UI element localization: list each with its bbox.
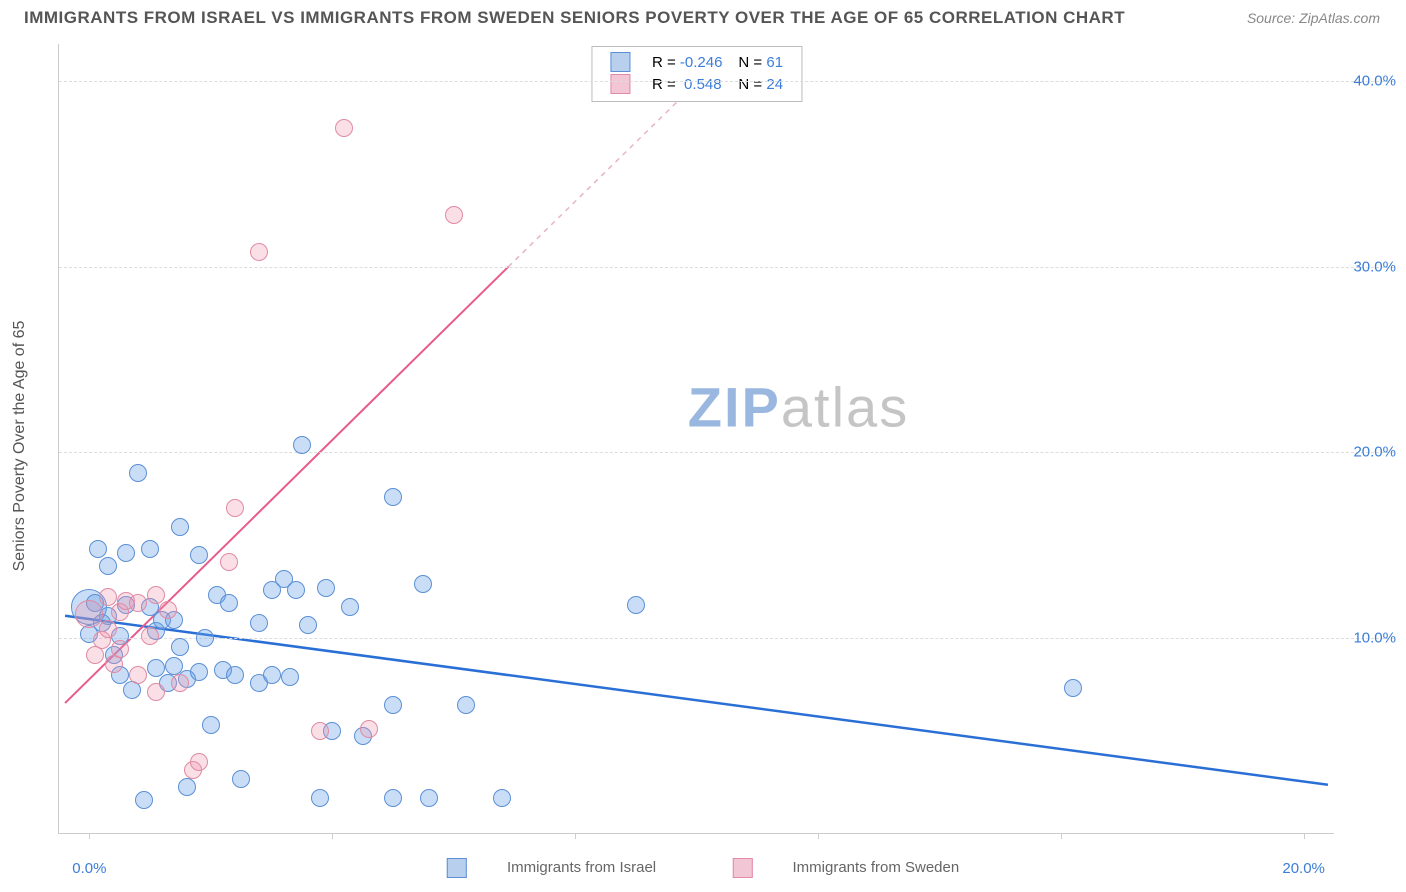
scatter-point: [111, 640, 129, 658]
scatter-point: [627, 596, 645, 614]
stats-row-sweden: R = 0.548 N = 24: [602, 73, 791, 95]
scatter-point: [384, 488, 402, 506]
legend-label-sweden: Immigrants from Sweden: [792, 859, 959, 876]
scatter-point: [147, 683, 165, 701]
scatter-point: [457, 696, 475, 714]
legend-item-sweden: Immigrants from Sweden: [714, 859, 977, 876]
scatter-point: [220, 553, 238, 571]
trend-line: [65, 616, 1328, 785]
swatch-sweden-icon: [732, 858, 752, 878]
watermark-atlas: atlas: [781, 375, 909, 438]
scatter-point: [384, 696, 402, 714]
source-name: ZipAtlas.com: [1299, 10, 1380, 26]
scatter-point: [335, 119, 353, 137]
scatter-point: [311, 722, 329, 740]
gridline: [59, 638, 1394, 639]
r-value-sweden: 0.548: [684, 76, 722, 93]
scatter-point: [190, 663, 208, 681]
source-prefix: Source:: [1247, 10, 1299, 26]
scatter-point: [250, 614, 268, 632]
gridline: [59, 81, 1394, 82]
series-legend: Immigrants from Israel Immigrants from S…: [411, 858, 995, 878]
scatter-point: [202, 716, 220, 734]
scatter-point: [1064, 679, 1082, 697]
swatch-sweden-icon: [610, 74, 630, 94]
scatter-point: [171, 674, 189, 692]
chart-title: IMMIGRANTS FROM ISRAEL VS IMMIGRANTS FRO…: [24, 8, 1125, 28]
scatter-point: [360, 720, 378, 738]
swatch-israel-icon: [610, 52, 630, 72]
x-tick: [89, 833, 90, 839]
scatter-point: [129, 464, 147, 482]
n-value-sweden: 24: [766, 76, 783, 93]
scatter-point: [159, 601, 177, 619]
r-label: R =: [652, 76, 680, 93]
scatter-point: [493, 789, 511, 807]
y-axis-label: Seniors Poverty Over the Age of 65: [11, 321, 29, 572]
y-tick-label: 30.0%: [1353, 258, 1396, 275]
scatter-point: [117, 544, 135, 562]
n-label: N =: [738, 76, 766, 93]
x-tick: [818, 833, 819, 839]
scatter-point: [220, 594, 238, 612]
scatter-point: [190, 546, 208, 564]
x-tick-label: 20.0%: [1282, 860, 1325, 877]
watermark-zip: ZIP: [688, 375, 781, 438]
r-value-israel: -0.246: [680, 54, 723, 71]
swatch-israel-icon: [447, 858, 467, 878]
gridline: [59, 452, 1394, 453]
scatter-point: [190, 753, 208, 771]
scatter-point: [129, 666, 147, 684]
x-tick: [332, 833, 333, 839]
stats-row-israel: R = -0.246 N = 61: [602, 51, 791, 73]
source-attribution: Source: ZipAtlas.com: [1247, 10, 1380, 26]
scatter-point: [196, 629, 214, 647]
correlation-stats-legend: R = -0.246 N = 61 R = 0.548 N = 24: [591, 46, 802, 102]
scatter-point: [341, 598, 359, 616]
y-tick-label: 40.0%: [1353, 73, 1396, 90]
scatter-point: [141, 627, 159, 645]
n-value-israel: 61: [766, 54, 783, 71]
y-tick-label: 20.0%: [1353, 444, 1396, 461]
scatter-point: [299, 616, 317, 634]
scatter-point: [293, 436, 311, 454]
x-tick: [1304, 833, 1305, 839]
gridline: [59, 267, 1394, 268]
scatter-point: [99, 557, 117, 575]
scatter-point: [281, 668, 299, 686]
scatter-point: [232, 770, 250, 788]
scatter-point: [414, 575, 432, 593]
x-tick: [575, 833, 576, 839]
scatter-point: [226, 666, 244, 684]
n-label: N =: [738, 54, 766, 71]
x-tick-label: 0.0%: [72, 860, 106, 877]
scatter-point: [89, 540, 107, 558]
scatter-point: [171, 638, 189, 656]
scatter-point: [420, 789, 438, 807]
x-tick: [1061, 833, 1062, 839]
scatter-point: [384, 789, 402, 807]
scatter-point: [263, 666, 281, 684]
scatter-plot-area: R = -0.246 N = 61 R = 0.548 N = 24 ZIPat…: [58, 44, 1334, 834]
y-tick-label: 10.0%: [1353, 630, 1396, 647]
scatter-point: [129, 594, 147, 612]
legend-label-israel: Immigrants from Israel: [507, 859, 656, 876]
scatter-point: [250, 243, 268, 261]
r-label: R =: [652, 54, 680, 71]
scatter-point: [171, 518, 189, 536]
stats-table: R = -0.246 N = 61 R = 0.548 N = 24: [602, 51, 791, 95]
scatter-point: [445, 206, 463, 224]
scatter-point: [135, 791, 153, 809]
scatter-point: [141, 540, 159, 558]
watermark: ZIPatlas: [688, 374, 909, 439]
scatter-point: [178, 778, 196, 796]
scatter-point: [311, 789, 329, 807]
scatter-point: [99, 620, 117, 638]
scatter-point: [287, 581, 305, 599]
scatter-point: [317, 579, 335, 597]
scatter-point: [226, 499, 244, 517]
trend-lines-layer: [59, 44, 1334, 833]
legend-item-israel: Immigrants from Israel: [429, 859, 674, 876]
